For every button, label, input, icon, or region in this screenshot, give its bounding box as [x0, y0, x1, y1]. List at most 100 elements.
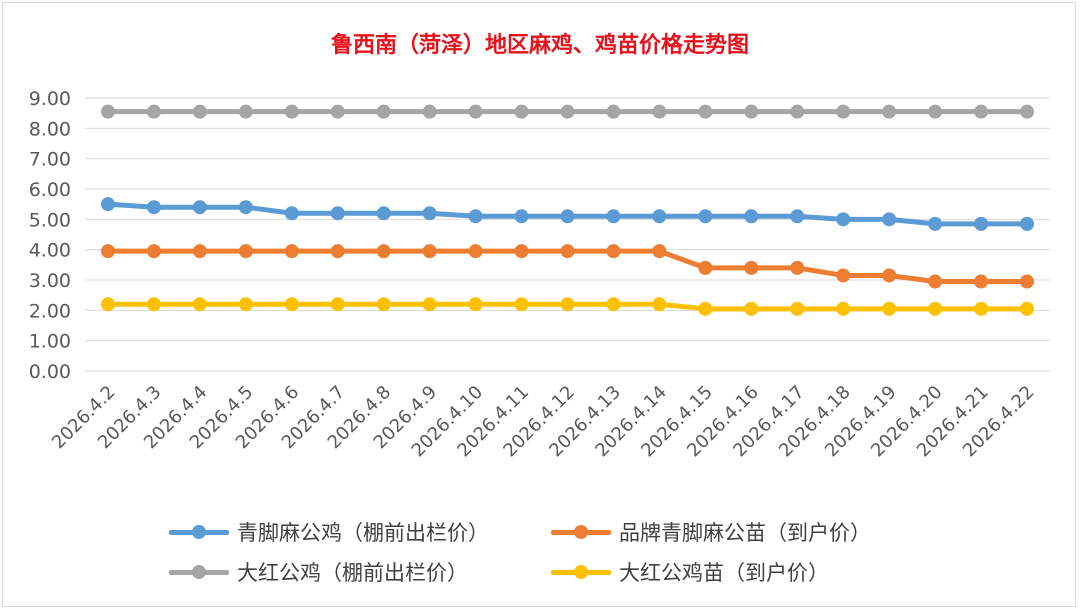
series-1-point: [698, 260, 713, 275]
y-tick-label: 0.00: [29, 361, 71, 383]
legend-item-series-3: 大红公鸡苗（到户价）: [551, 557, 829, 587]
y-tick-label: 1.00: [29, 331, 71, 353]
series-3-point: [928, 301, 943, 316]
series-0-point: [376, 206, 391, 221]
series-1-point: [238, 244, 253, 259]
series-2-point: [100, 104, 115, 119]
legend-label-series-0: 青脚麻公鸡（棚前出栏价）: [237, 521, 489, 545]
legend-marker-series-3: [551, 562, 611, 582]
series-1-point: [882, 268, 897, 283]
series-2-point: [238, 104, 253, 119]
series-3-point: [376, 297, 391, 312]
series-0-point: [928, 216, 943, 231]
series-1-point: [468, 244, 483, 259]
series-1-point: [928, 274, 943, 289]
series-0-point: [422, 206, 437, 221]
series-2-point: [698, 104, 713, 119]
series-1-point: [330, 244, 345, 259]
series-2-point: [652, 104, 667, 119]
series-3-point: [468, 297, 483, 312]
series-0-point: [836, 212, 851, 227]
series-1-point: [606, 244, 621, 259]
series-0-point: [974, 216, 989, 231]
series-3-point: [652, 297, 667, 312]
series-1-point: [514, 244, 529, 259]
series-2-point: [376, 104, 391, 119]
chart-title: 鲁西南（菏泽）地区麻鸡、鸡苗价格走势图: [330, 32, 749, 58]
legend-marker-series-0: [169, 522, 229, 542]
legend-item-series-0: 青脚麻公鸡（棚前出栏价）: [169, 517, 489, 547]
series-2-point: [146, 104, 161, 119]
series-0-point: [744, 209, 759, 224]
series-0-point: [514, 209, 529, 224]
series-3-point: [100, 297, 115, 312]
series-3-point: [514, 297, 529, 312]
series-3-point: [836, 301, 851, 316]
series-3-point: [974, 301, 989, 316]
legend-marker-series-2: [169, 562, 229, 582]
series-2-point: [606, 104, 621, 119]
series-2-point: [790, 104, 805, 119]
series-2-point: [928, 104, 943, 119]
series-1-point: [284, 244, 299, 259]
series-0-point: [284, 206, 299, 221]
series-0-point: [790, 209, 805, 224]
series-0-point: [238, 200, 253, 215]
series-2-point: [836, 104, 851, 119]
series-1-point: [146, 244, 161, 259]
series-3-point: [882, 301, 897, 316]
plot-area: 0.00 1.00 2.00 3.00 4.00 5.00 6.00 7.00 8.00 9.00…: [29, 88, 1050, 461]
series-0-point: [652, 209, 667, 224]
series-2-point: [974, 104, 989, 119]
series-0-point: [468, 209, 483, 224]
legend-label-series-3: 大红公鸡苗（到户价）: [619, 561, 829, 585]
series-0-point: [560, 209, 575, 224]
series-1-point: [1020, 274, 1035, 289]
series-3-point: [192, 297, 207, 312]
series-3-point: [560, 297, 575, 312]
series-2-point: [284, 104, 299, 119]
y-tick-label: 4.00: [29, 240, 71, 262]
y-tick-label: 6.00: [29, 179, 71, 201]
legend-item-series-1: 品牌青脚麻公苗（到户价）: [551, 517, 871, 547]
series-3-point: [330, 297, 345, 312]
series-2-point: [744, 104, 759, 119]
series-2-point: [1020, 104, 1035, 119]
y-tick-label: 2.00: [29, 300, 71, 322]
series-1-point: [836, 268, 851, 283]
series-1-point: [790, 260, 805, 275]
series-0-point: [192, 200, 207, 215]
legend-item-series-2: 大红公鸡（棚前出栏价）: [169, 557, 468, 587]
series-3-point: [284, 297, 299, 312]
series-3-point: [146, 297, 161, 312]
series-2-point: [514, 104, 529, 119]
series-0-point: [606, 209, 621, 224]
series-2-point: [882, 104, 897, 119]
y-tick-label: 7.00: [29, 149, 71, 171]
series-3-point: [790, 301, 805, 316]
series-1-point: [100, 244, 115, 259]
series-2-point: [422, 104, 437, 119]
series-3-point: [1020, 301, 1035, 316]
series-0-point: [100, 197, 115, 212]
series-0-point: [146, 200, 161, 215]
series-0-point: [330, 206, 345, 221]
series-2-point: [330, 104, 345, 119]
y-tick-label: 8.00: [29, 118, 71, 140]
series-3-point: [606, 297, 621, 312]
y-tick-label: 3.00: [29, 270, 71, 292]
series-0-point: [882, 212, 897, 227]
series-0-point: [698, 209, 713, 224]
series-3-point: [238, 297, 253, 312]
series-0-point: [1020, 216, 1035, 231]
series-3-point: [744, 301, 759, 316]
series-2-point: [192, 104, 207, 119]
series-1-point: [652, 244, 667, 259]
legend-marker-series-1: [551, 522, 611, 542]
series-2-point: [468, 104, 483, 119]
series-3-point: [698, 301, 713, 316]
y-tick-label: 5.00: [29, 209, 71, 231]
legend-label-series-2: 大红公鸡（棚前出栏价）: [237, 561, 468, 585]
series-1-point: [422, 244, 437, 259]
